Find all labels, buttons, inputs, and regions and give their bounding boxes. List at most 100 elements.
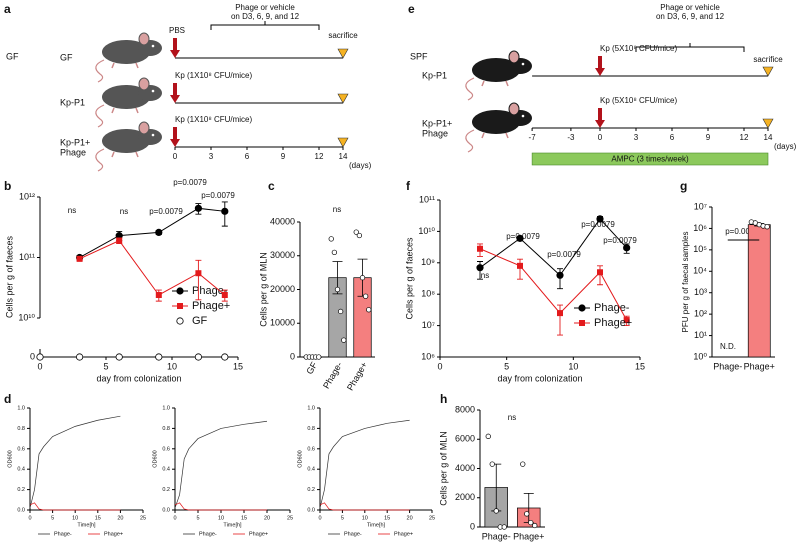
day-label: -3 [567, 133, 575, 142]
group-label: SPF [410, 51, 428, 61]
y-tick-label: 0.2 [17, 487, 25, 493]
y-tick-label: 0.4 [162, 467, 170, 473]
mouse-icon [465, 50, 532, 101]
mouse-body [102, 85, 150, 109]
sacrifice-marker [337, 137, 349, 148]
mouse-tail [95, 59, 105, 83]
dose-label: PBS [169, 26, 185, 35]
x-tick-label: 15 [384, 515, 390, 521]
marker [623, 317, 630, 324]
legend-label: Phage+ [104, 531, 123, 537]
marker [221, 207, 229, 215]
y-tick-label: 0.8 [307, 426, 315, 432]
y-tick-label: 0.8 [17, 426, 25, 432]
x-tick-label: 25 [287, 515, 293, 521]
mouse-ear [508, 50, 520, 64]
phage-note: on D3, 6, 9, and 12 [231, 12, 300, 21]
marker [115, 353, 123, 361]
y-tick-label: 10¹⁰ [418, 226, 435, 236]
y-tick-label: 10⁵ [693, 244, 707, 254]
y-tick-label: 1.0 [17, 405, 25, 411]
mouse-ear [138, 32, 150, 46]
legend-label: GF [192, 315, 208, 327]
sacrifice-marker [762, 118, 774, 129]
dose-arrow [170, 83, 180, 103]
data-point [356, 232, 363, 239]
data-point [532, 522, 538, 529]
dose-label: Kp (1X10⁸ CFU/mice) [175, 71, 253, 80]
error-bar [557, 304, 563, 336]
series-line [174, 502, 267, 511]
y-tick-label: 0.0 [307, 507, 315, 513]
marker [155, 353, 163, 361]
panel-label: b [4, 179, 11, 193]
data-point [334, 286, 341, 293]
data-point [316, 354, 322, 360]
data-point [362, 293, 369, 299]
legend-label: Phage- [594, 302, 630, 314]
x-tick-label: 10 [167, 361, 177, 371]
mouse-eye [151, 44, 155, 48]
error-bar [517, 258, 523, 280]
marker [76, 255, 83, 262]
x-tick-label: 0 [173, 515, 176, 521]
mouse-body [102, 129, 150, 153]
x-tick-label: 20 [407, 515, 413, 521]
x-tick-label: 10 [218, 515, 224, 521]
x-tick-label: 20 [264, 515, 270, 521]
y-tick-label: 0.2 [162, 487, 170, 493]
sacrifice-label: sacrifice [328, 31, 358, 40]
y-tick-label: 0 [290, 351, 295, 361]
x-tick-label: 15 [95, 515, 101, 521]
x-tick-label: 5 [196, 515, 199, 521]
sacrifice-marker [762, 66, 774, 77]
annotation: p=0.0079 [173, 178, 207, 187]
y-tick-label: 0.0 [17, 507, 25, 513]
x-axis-label: Time[h] [367, 522, 386, 528]
x-axis-label: Time[h] [223, 522, 242, 528]
y-tick-label: 6000 [455, 434, 475, 444]
mouse-feet [111, 151, 139, 158]
x-tick-label: 10 [362, 515, 368, 521]
series-line [174, 420, 268, 509]
y-tick-label: 10¹² [19, 191, 35, 201]
day-label: 3 [634, 133, 639, 142]
legend-marker [177, 303, 183, 309]
x-axis-label: Time[h] [77, 522, 96, 528]
y-tick-label: 0.2 [307, 487, 315, 493]
x-tick-label: 5 [103, 361, 108, 371]
x-axis-label: day from colonization [96, 373, 181, 383]
y-tick-label: 0.6 [307, 446, 315, 452]
legend-label: Phage+ [394, 531, 413, 537]
legend-marker [578, 304, 586, 312]
mouse-feet [481, 80, 509, 87]
y-axis-label: Cells per g of faeces [4, 235, 14, 318]
series-line [29, 502, 121, 511]
x-tick-label: 5 [51, 515, 54, 521]
mouse-eye [521, 114, 525, 118]
data-point [493, 508, 499, 514]
legend-label: Phage+ [192, 300, 230, 312]
row-name: GF [60, 52, 73, 62]
sacrifice-label: sacrifice [753, 55, 783, 64]
data-point [341, 337, 347, 343]
panel-label: h [440, 392, 447, 406]
marker [476, 264, 484, 272]
mouse-icon [95, 32, 162, 83]
y-tick-label: 10⁷ [694, 201, 707, 211]
sacrifice-marker [337, 93, 349, 104]
panel-label: g [680, 179, 687, 193]
x-tick-label: 5 [504, 361, 509, 371]
dose-arrow [170, 127, 180, 147]
data-point [353, 229, 359, 235]
mouse-icon [95, 77, 162, 128]
day-label: 14 [339, 152, 348, 161]
day-label: 6 [670, 133, 675, 142]
marker [155, 291, 162, 298]
day-label: 12 [315, 152, 324, 161]
mouse-ear [138, 77, 150, 91]
phage-bracket [635, 43, 745, 52]
days-unit: (days) [774, 142, 797, 151]
x-tick-label: 0 [37, 361, 42, 371]
